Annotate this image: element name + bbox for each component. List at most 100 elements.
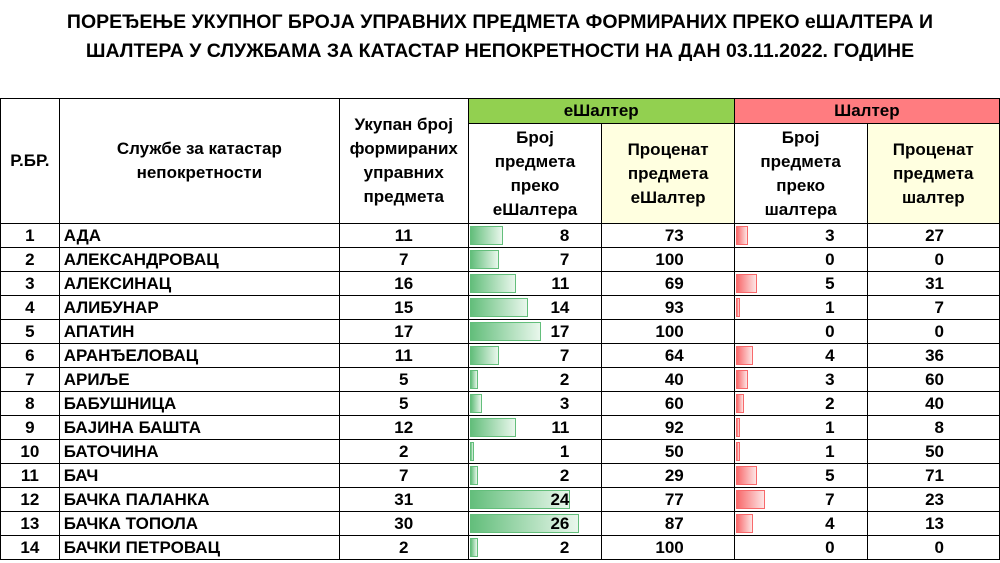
cell-shalter-count-value: 0 <box>825 250 835 269</box>
table-row: 4 АЛИБУНАР 15 14 93 1 7 <box>0 295 1000 320</box>
cell-rbr: 8 <box>0 391 60 416</box>
cell-shalter-count-value: 7 <box>825 490 835 509</box>
cell-eshalter-count-databar <box>469 538 478 557</box>
cell-total: 31 <box>338 487 469 512</box>
cell-eshalter-count-databar <box>469 298 529 317</box>
cell-eshalter-count-databar <box>469 250 499 269</box>
cell-rbr: 9 <box>0 415 60 440</box>
cadastre-table: Р.БР. Службе за катастар непокретности У… <box>0 98 1000 560</box>
cell-rbr: 4 <box>0 295 60 320</box>
cell-rbr: 13 <box>0 511 60 536</box>
cell-eshalter-pct: 50 <box>601 439 735 464</box>
cell-service-name: АПАТИН <box>58 319 340 344</box>
cell-shalter-count-databar <box>735 418 740 437</box>
cell-eshalter-count-databar <box>469 322 541 341</box>
cell-service-name: БАЈИНА БАШТА <box>58 415 340 440</box>
table-row: 6 АРАНЂЕЛОВАЦ 11 7 64 4 36 <box>0 343 1000 368</box>
cell-total: 16 <box>338 271 469 296</box>
cell-eshalter-count: 2 <box>467 367 603 392</box>
cell-shalter-count-value: 3 <box>825 226 835 245</box>
table-row: 2 АЛЕКСАНДРОВАЦ 7 7 100 0 0 <box>0 247 1000 272</box>
cell-rbr: 10 <box>0 439 60 464</box>
cell-eshalter-count: 2 <box>467 463 603 488</box>
cell-shalter-pct: 27 <box>866 223 1000 248</box>
cell-service-name: БАЧ <box>58 463 340 488</box>
cell-eshalter-pct: 29 <box>601 463 735 488</box>
header-total: Укупан број формираних управних предмета <box>338 98 469 224</box>
cell-eshalter-count-value: 2 <box>559 538 570 557</box>
cell-shalter-count-value: 0 <box>825 322 835 341</box>
cell-shalter-count-databar <box>735 274 757 293</box>
header-shalter-count: Број предмета преко шалтера <box>733 123 868 224</box>
cell-eshalter-pct: 92 <box>601 415 735 440</box>
cell-eshalter-count-databar <box>469 466 478 485</box>
cell-shalter-count-value: 1 <box>825 298 835 317</box>
cell-eshalter-count: 26 <box>467 511 603 536</box>
cell-eshalter-pct: 73 <box>601 223 735 248</box>
table-row: 3 АЛЕКСИНАЦ 16 11 69 5 31 <box>0 271 1000 296</box>
cell-eshalter-count-databar <box>469 370 478 389</box>
cell-rbr: 7 <box>0 367 60 392</box>
cell-eshalter-count: 7 <box>467 247 603 272</box>
cell-shalter-count: 3 <box>733 223 868 248</box>
cell-total: 5 <box>338 367 469 392</box>
cell-shalter-count: 1 <box>733 295 868 320</box>
cell-eshalter-count-databar <box>469 442 474 461</box>
table-row: 8 БАБУШНИЦА 5 3 60 2 40 <box>0 391 1000 416</box>
cell-shalter-pct: 36 <box>866 343 1000 368</box>
header-service: Службе за катастар непокретности <box>58 98 340 224</box>
cell-shalter-count-value: 5 <box>825 466 835 485</box>
cell-shalter-pct: 31 <box>866 271 1000 296</box>
cell-shalter-count: 1 <box>733 439 868 464</box>
cell-eshalter-count: 7 <box>467 343 603 368</box>
cell-eshalter-pct: 100 <box>601 247 735 272</box>
cell-eshalter-count-value: 8 <box>559 226 570 245</box>
cell-shalter-pct: 13 <box>866 511 1000 536</box>
cell-shalter-count-databar <box>735 466 757 485</box>
cell-shalter-count-value: 4 <box>825 346 835 365</box>
cell-eshalter-count-value: 24 <box>550 490 570 509</box>
cell-eshalter-count-value: 7 <box>559 346 570 365</box>
title-line-1: ПОРЕЂЕЊЕ УКУПНОГ БРОЈА УПРАВНИХ ПРЕДМЕТА… <box>66 11 934 33</box>
table-row: 1 АДА 11 8 73 3 27 <box>0 223 1000 248</box>
cell-shalter-pct: 71 <box>866 463 1000 488</box>
cell-eshalter-count: 2 <box>467 535 603 560</box>
cell-eshalter-pct: 77 <box>601 487 735 512</box>
cell-shalter-count-databar <box>735 514 753 533</box>
cell-total: 17 <box>338 319 469 344</box>
table-row: 13 БАЧКА ТОПОЛА 30 26 87 4 13 <box>0 511 1000 536</box>
cell-shalter-count-databar <box>735 394 745 413</box>
cell-eshalter-count-databar <box>469 274 516 293</box>
page-title: ПОРЕЂЕЊЕ УКУПНОГ БРОЈА УПРАВНИХ ПРЕДМЕТА… <box>0 8 1000 66</box>
cell-eshalter-count: 3 <box>467 391 603 416</box>
cell-total: 7 <box>338 247 469 272</box>
cell-eshalter-count: 14 <box>467 295 603 320</box>
cell-shalter-count: 7 <box>733 487 868 512</box>
cell-service-name: АРАНЂЕЛОВАЦ <box>58 343 340 368</box>
cell-shalter-pct: 40 <box>866 391 1000 416</box>
cell-total: 11 <box>338 343 469 368</box>
cell-shalter-pct: 23 <box>866 487 1000 512</box>
cell-eshalter-pct: 93 <box>601 295 735 320</box>
cell-shalter-count-value: 4 <box>825 514 835 533</box>
cell-eshalter-count: 24 <box>467 487 603 512</box>
cell-service-name: БАЧКИ ПЕТРОВАЦ <box>58 535 340 560</box>
title-line-2: ШАЛТЕРА У СЛУЖБАМА ЗА КАТАСТАР НЕПОКРЕТН… <box>85 40 915 62</box>
cell-shalter-pct: 0 <box>866 319 1000 344</box>
table-row: 9 БАЈИНА БАШТА 12 11 92 1 8 <box>0 415 1000 440</box>
cell-service-name: АЛЕКСИНАЦ <box>58 271 340 296</box>
cell-eshalter-count-databar <box>469 346 499 365</box>
cell-total: 11 <box>338 223 469 248</box>
cell-service-name: АЛИБУНАР <box>58 295 340 320</box>
cell-eshalter-count-databar <box>469 418 516 437</box>
cell-shalter-pct: 7 <box>866 295 1000 320</box>
cell-eshalter-count-databar <box>469 490 571 509</box>
header-shalter-pct: Проценат предмета шалтер <box>866 123 1000 224</box>
cell-service-name: БАТОЧИНА <box>58 439 340 464</box>
cell-eshalter-count: 17 <box>467 319 603 344</box>
cell-eshalter-count-value: 14 <box>550 298 570 317</box>
cell-rbr: 11 <box>0 463 60 488</box>
cell-shalter-count: 4 <box>733 343 868 368</box>
cell-total: 15 <box>338 295 469 320</box>
cell-eshalter-count-value: 1 <box>559 442 570 461</box>
